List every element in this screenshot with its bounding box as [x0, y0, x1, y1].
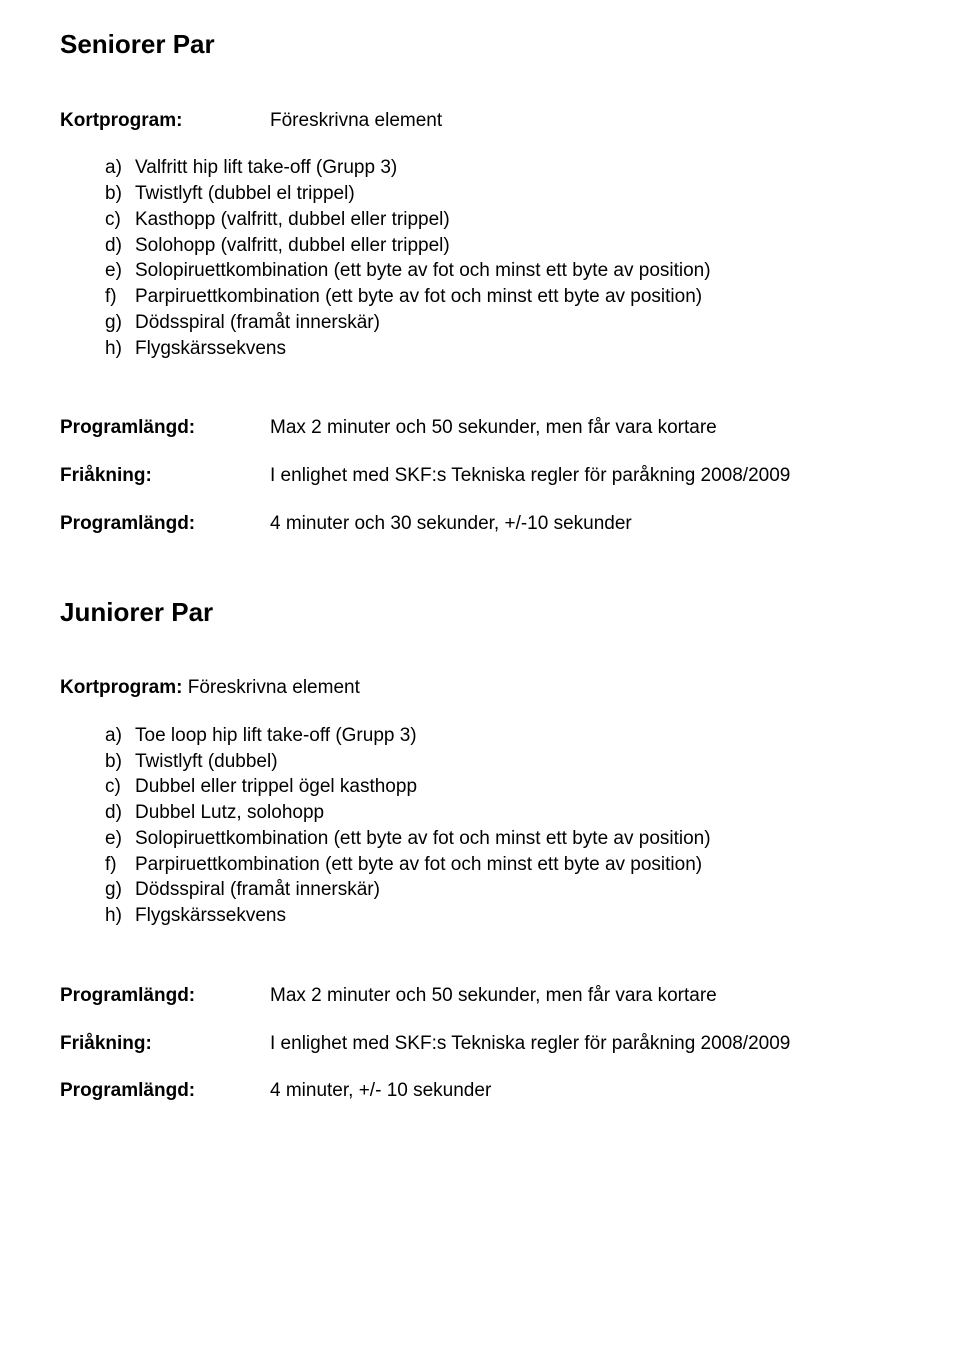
juniorer-details: Programlängd: Max 2 minuter och 50 sekun… — [60, 984, 900, 1103]
detail-row: Friåkning: I enlighet med SKF:s Tekniska… — [60, 1032, 900, 1056]
section-title-seniorer: Seniorer Par — [60, 28, 900, 61]
list-item: c) Kasthopp (valfritt, dubbel eller trip… — [105, 208, 900, 232]
list-item: d) Dubbel Lutz, solohopp — [105, 801, 900, 825]
section-title-juniorer: Juniorer Par — [60, 596, 900, 629]
kortprogram-value: Föreskrivna element — [270, 109, 900, 133]
kortprogram-value: Föreskrivna element — [188, 677, 360, 698]
detail-label: Programlängd: — [60, 512, 270, 536]
list-item: e) Solopiruettkombination (ett byte av f… — [105, 259, 900, 283]
detail-row: Programlängd: 4 minuter, +/- 10 sekunder — [60, 1079, 900, 1103]
list-item: c) Dubbel eller trippel ögel kasthopp — [105, 775, 900, 799]
list-marker: h) — [105, 904, 135, 928]
list-marker: f) — [105, 853, 135, 877]
list-item: b) Twistlyft (dubbel el trippel) — [105, 182, 900, 206]
list-text: Dödsspiral (framåt innerskär) — [135, 878, 900, 902]
list-text: Dubbel eller trippel ögel kasthopp — [135, 775, 900, 799]
list-text: Solohopp (valfritt, dubbel eller trippel… — [135, 234, 900, 258]
list-item: h) Flygskärssekvens — [105, 337, 900, 361]
detail-label: Friåkning: — [60, 1032, 270, 1056]
list-text: Flygskärssekvens — [135, 337, 900, 361]
list-text: Twistlyft (dubbel el trippel) — [135, 182, 900, 206]
list-marker: c) — [105, 208, 135, 232]
detail-label: Programlängd: — [60, 984, 270, 1008]
list-text: Kasthopp (valfritt, dubbel eller trippel… — [135, 208, 900, 232]
detail-value: I enlighet med SKF:s Tekniska regler för… — [270, 464, 900, 488]
list-text: Valfritt hip lift take-off (Grupp 3) — [135, 156, 900, 180]
list-text: Twistlyft (dubbel) — [135, 750, 900, 774]
detail-label: Programlängd: — [60, 416, 270, 440]
list-marker: d) — [105, 801, 135, 825]
detail-value: Max 2 minuter och 50 sekunder, men får v… — [270, 984, 900, 1008]
detail-row: Programlängd: 4 minuter och 30 sekunder,… — [60, 512, 900, 536]
seniorer-element-list: a) Valfritt hip lift take-off (Grupp 3) … — [105, 156, 900, 360]
list-marker: e) — [105, 827, 135, 851]
list-item: g) Dödsspiral (framåt innerskär) — [105, 311, 900, 335]
list-marker: h) — [105, 337, 135, 361]
kortprogram-label: Kortprogram: — [60, 677, 188, 698]
list-item: d) Solohopp (valfritt, dubbel eller trip… — [105, 234, 900, 258]
list-marker: c) — [105, 775, 135, 799]
detail-row: Programlängd: Max 2 minuter och 50 sekun… — [60, 984, 900, 1008]
list-text: Parpiruettkombination (ett byte av fot o… — [135, 285, 900, 309]
detail-row: Friåkning: I enlighet med SKF:s Tekniska… — [60, 464, 900, 488]
kortprogram-label: Kortprogram: — [60, 109, 270, 133]
list-item: f) Parpiruettkombination (ett byte av fo… — [105, 853, 900, 877]
list-marker: f) — [105, 285, 135, 309]
list-marker: b) — [105, 750, 135, 774]
list-text: Dubbel Lutz, solohopp — [135, 801, 900, 825]
list-text: Dödsspiral (framåt innerskär) — [135, 311, 900, 335]
list-text: Parpiruettkombination (ett byte av fot o… — [135, 853, 900, 877]
seniorer-details: Programlängd: Max 2 minuter och 50 sekun… — [60, 416, 900, 535]
detail-value: Max 2 minuter och 50 sekunder, men får v… — [270, 416, 900, 440]
list-marker: g) — [105, 878, 135, 902]
detail-value: 4 minuter och 30 sekunder, +/-10 sekunde… — [270, 512, 900, 536]
detail-label: Friåkning: — [60, 464, 270, 488]
list-item: e) Solopiruettkombination (ett byte av f… — [105, 827, 900, 851]
list-item: a) Toe loop hip lift take-off (Grupp 3) — [105, 724, 900, 748]
list-marker: d) — [105, 234, 135, 258]
juniorer-element-list: a) Toe loop hip lift take-off (Grupp 3) … — [105, 724, 900, 928]
detail-value: 4 minuter, +/- 10 sekunder — [270, 1079, 900, 1103]
list-text: Toe loop hip lift take-off (Grupp 3) — [135, 724, 900, 748]
list-marker: a) — [105, 156, 135, 180]
list-item: h) Flygskärssekvens — [105, 904, 900, 928]
detail-row: Programlängd: Max 2 minuter och 50 sekun… — [60, 416, 900, 440]
list-text: Solopiruettkombination (ett byte av fot … — [135, 827, 900, 851]
list-text: Flygskärssekvens — [135, 904, 900, 928]
detail-value: I enlighet med SKF:s Tekniska regler för… — [270, 1032, 900, 1056]
kortprogram-line: Kortprogram: Föreskrivna element — [60, 676, 900, 700]
list-marker: a) — [105, 724, 135, 748]
list-text: Solopiruettkombination (ett byte av fot … — [135, 259, 900, 283]
list-marker: e) — [105, 259, 135, 283]
list-item: f) Parpiruettkombination (ett byte av fo… — [105, 285, 900, 309]
list-marker: g) — [105, 311, 135, 335]
detail-label: Programlängd: — [60, 1079, 270, 1103]
list-item: b) Twistlyft (dubbel) — [105, 750, 900, 774]
kortprogram-row: Kortprogram: Föreskrivna element — [60, 109, 900, 133]
list-marker: b) — [105, 182, 135, 206]
list-item: g) Dödsspiral (framåt innerskär) — [105, 878, 900, 902]
list-item: a) Valfritt hip lift take-off (Grupp 3) — [105, 156, 900, 180]
